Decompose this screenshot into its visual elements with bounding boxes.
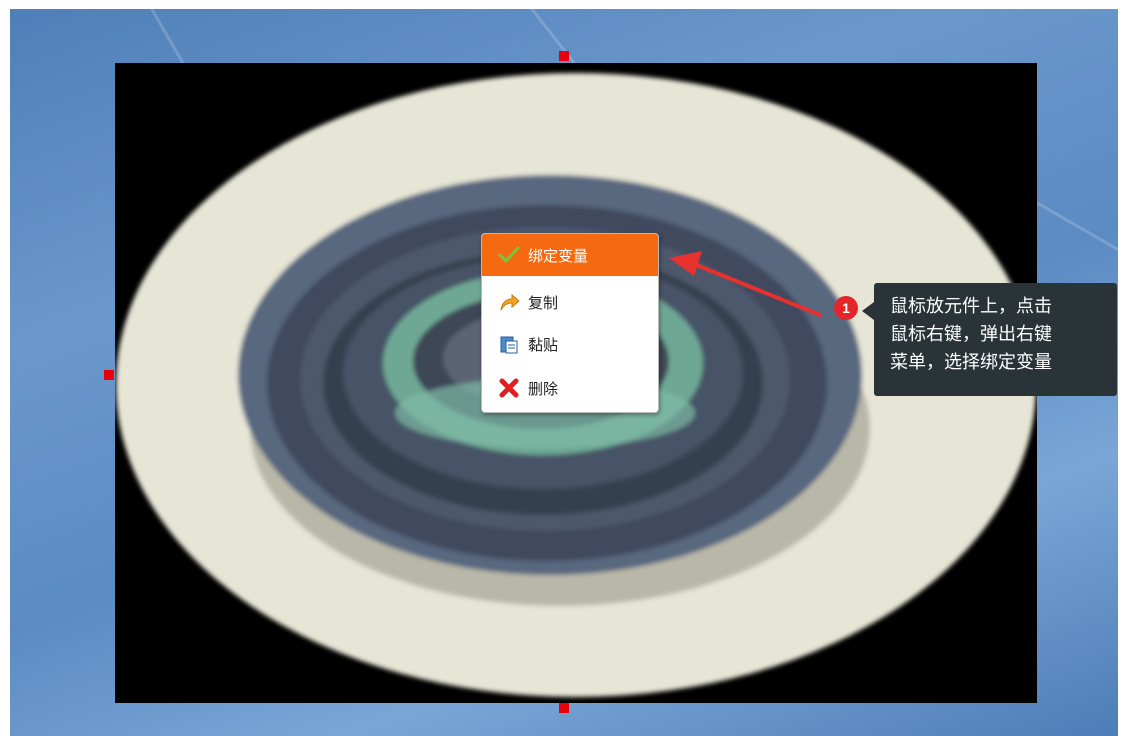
resize-handle-bottom[interactable] <box>559 703 569 713</box>
tooltip-line: 鼠标放元件上，点击 <box>890 296 1052 317</box>
check-icon <box>498 244 520 266</box>
paste-icon <box>498 333 520 355</box>
context-menu: 绑定变量 复制 黏贴 删除 <box>481 233 659 413</box>
annotation-tooltip: 鼠标放元件上，点击 鼠标右键，弹出右键 菜单，选择绑定变量 <box>874 283 1117 396</box>
menu-item-label: 复制 <box>528 293 559 312</box>
menu-item-label: 绑定变量 <box>528 246 589 265</box>
menu-item-label: 黏贴 <box>528 335 559 354</box>
tooltip-line: 菜单，选择绑定变量 <box>890 352 1052 373</box>
resize-handle-left[interactable] <box>104 370 114 380</box>
step-badge: 1 <box>834 296 858 320</box>
menu-item-label: 删除 <box>528 379 559 398</box>
menu-item-bind-variable[interactable]: 绑定变量 <box>482 234 658 276</box>
copy-arrow-icon <box>498 291 520 313</box>
menu-item-delete[interactable]: 删除 <box>486 370 654 406</box>
menu-item-copy[interactable]: 复制 <box>486 284 654 320</box>
delete-x-icon <box>498 377 520 399</box>
tooltip-pointer <box>862 302 874 320</box>
menu-item-paste[interactable]: 黏贴 <box>486 326 654 362</box>
resize-handle-top[interactable] <box>559 51 569 61</box>
tooltip-line: 鼠标右键，弹出右键 <box>890 324 1052 345</box>
